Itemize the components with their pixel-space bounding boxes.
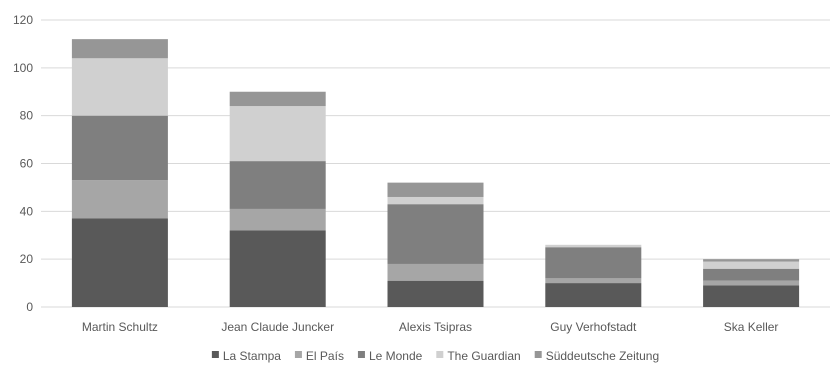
legend-item: Le Monde [357, 349, 423, 363]
bar-segment [229, 91, 326, 107]
y-tick-label: 40 [20, 204, 34, 218]
y-tick-label: 0 [26, 300, 33, 314]
legend-item: La Stampa [211, 349, 281, 363]
legend-swatch [436, 351, 444, 358]
bar-segment [229, 106, 326, 162]
bar-segment [71, 115, 168, 181]
legend-swatch [357, 351, 365, 358]
y-tick-label: 80 [20, 109, 34, 123]
bar-segment [229, 230, 326, 307]
legend-item: Süddeutsche Zeitung [534, 349, 659, 363]
bar-segment [71, 218, 168, 307]
legend-item: The Guardian [436, 349, 521, 363]
legend-label: La Stampa [223, 349, 281, 363]
bar-segment [545, 247, 642, 279]
x-tick-label: Jean Claude Juncker [221, 320, 334, 334]
bar-segment [71, 180, 168, 219]
bar-segment [545, 244, 642, 248]
bar-segment [703, 280, 800, 286]
bar-segment [703, 261, 800, 269]
bar-segment [387, 263, 484, 281]
bar-segment [387, 280, 484, 307]
bar-segment [703, 268, 800, 281]
bar-segment [703, 259, 800, 262]
legend-swatch [211, 351, 219, 358]
legend-label: The Guardian [447, 349, 520, 363]
bar-segment [703, 285, 800, 307]
legend-label: El País [306, 349, 344, 363]
legend-swatch [534, 351, 542, 358]
x-tick-label: Ska Keller [724, 320, 779, 334]
legend-swatch [294, 351, 302, 358]
y-tick-label: 20 [20, 252, 34, 266]
y-tick-label: 120 [13, 13, 33, 27]
bar-segment [387, 196, 484, 205]
bar-segment [387, 182, 484, 197]
legend-label: Le Monde [369, 349, 423, 363]
bars [71, 39, 800, 307]
bar-segment [387, 204, 484, 264]
x-tick-label: Alexis Tsipras [399, 320, 472, 334]
legend-label: Süddeutsche Zeitung [546, 349, 659, 363]
y-axis: 0 20 40 60 80 100 120 [13, 13, 33, 314]
bar-segment [545, 278, 642, 284]
bar-segment [71, 58, 168, 116]
legend: La Stampa El País Le Monde The Guardian Südd… [211, 349, 659, 363]
legend-item: El País [294, 349, 344, 363]
y-tick-label: 100 [13, 61, 33, 75]
x-tick-label: Guy Verhofstadt [550, 320, 637, 334]
bar-segment [71, 39, 168, 59]
bar-segment [229, 161, 326, 209]
x-axis: Martin Schultz Jean Claude Juncker Alexis … [82, 320, 779, 334]
y-tick-label: 60 [20, 157, 34, 171]
bar-segment [229, 208, 326, 231]
bar-segment [545, 283, 642, 307]
x-tick-label: Martin Schultz [82, 320, 158, 334]
